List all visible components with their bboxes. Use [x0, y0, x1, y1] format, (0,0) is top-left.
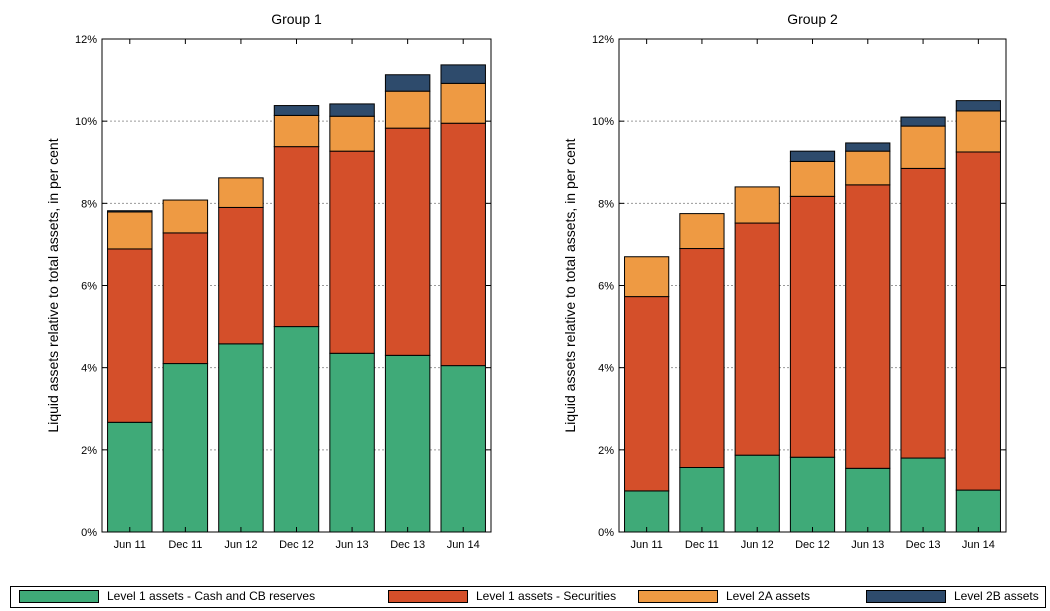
- bar-level2a-3: [218, 177, 264, 208]
- bar-level2a-1: [624, 256, 670, 298]
- y-tick-label: 8%: [81, 198, 97, 210]
- bar-level2b-6: [384, 74, 431, 92]
- y-tick-label: 4%: [81, 363, 97, 375]
- bar-cash_cb-3: [734, 454, 780, 533]
- x-tick-label: Jun 14: [962, 539, 995, 551]
- chart-title: Group 1: [271, 11, 322, 27]
- x-tick-label: Dec 11: [168, 539, 202, 551]
- bar-securities-6: [900, 167, 946, 459]
- bar-level2b-4: [789, 150, 836, 162]
- bar-level2a-2: [679, 213, 725, 250]
- y-tick-label: 8%: [598, 198, 614, 210]
- bar-cash_cb-5: [845, 467, 891, 533]
- charts-area: Group 1 Liquid assets relative to total a…: [45, 11, 1007, 551]
- y-tick-label: 10%: [75, 116, 97, 128]
- bar-level2a-4: [789, 160, 836, 197]
- bar-level2a-1: [107, 211, 153, 250]
- y-axis-label: Liquid assets relative to total assets, …: [45, 138, 61, 432]
- x-tick-label: Dec 12: [279, 539, 314, 551]
- bar-securities-5: [329, 150, 375, 354]
- x-tick-label: Dec 13: [390, 539, 425, 551]
- y-tick-label: 12%: [592, 34, 614, 46]
- chart-group-1: Group 1 Liquid assets relative to total a…: [45, 11, 492, 551]
- bar-securities-6: [384, 127, 431, 356]
- bar-level2a-6: [900, 125, 946, 169]
- y-tick-label: 2%: [81, 445, 97, 457]
- x-tick-label: Dec 12: [795, 539, 830, 551]
- x-tick-label: Jun 13: [336, 539, 369, 551]
- bar-level2a-2: [162, 199, 209, 234]
- bar-securities-4: [789, 195, 836, 458]
- bar-cash_cb-1: [107, 421, 153, 533]
- x-tick-label: Jun 14: [447, 539, 480, 551]
- legend-label-cash-cb: Level 1 assets - Cash and CB reserves: [107, 589, 316, 603]
- x-tick-label: Jun 11: [114, 539, 146, 551]
- bar-level2a-7: [955, 110, 1001, 153]
- plot-frame: [618, 38, 1007, 533]
- bar-securities-4: [273, 146, 320, 328]
- chart-group-2: Group 2 Liquid assets relative to total a…: [562, 11, 1007, 551]
- bar-level2a-4: [273, 114, 320, 148]
- y-tick-label: 10%: [592, 116, 614, 128]
- bar-level2a-5: [845, 150, 891, 186]
- bar-level2a-6: [384, 90, 431, 129]
- bar-level2b-6: [900, 116, 946, 127]
- bar-level2b-7: [440, 64, 486, 84]
- bar-cash_cb-2: [679, 466, 725, 533]
- bar-level2b-1: [107, 210, 153, 213]
- bar-cash_cb-3: [218, 343, 264, 533]
- bar-level2a-5: [329, 115, 375, 152]
- bar-cash_cb-5: [329, 352, 375, 533]
- bar-cash_cb-6: [900, 457, 946, 533]
- y-axis-label: Liquid assets relative to total assets, …: [562, 138, 578, 432]
- bar-cash_cb-4: [789, 456, 836, 533]
- bar-securities-1: [624, 296, 670, 492]
- bar-level2b-5: [845, 142, 891, 152]
- x-tick-label: Dec 13: [906, 539, 941, 551]
- y-tick-label: 0%: [81, 527, 97, 539]
- legend-label-securities: Level 1 assets - Securities: [476, 589, 617, 603]
- y-tick-label: 12%: [75, 34, 97, 46]
- bar-level2a-3: [734, 186, 780, 224]
- y-tick-label: 0%: [598, 527, 614, 539]
- legend-swatch-securities: [388, 590, 468, 603]
- bar-securities-3: [734, 222, 780, 456]
- bar-level2b-7: [955, 100, 1001, 112]
- chart-title: Group 2: [787, 11, 838, 27]
- bar-cash_cb-6: [384, 354, 431, 533]
- legend-label-level2b: Level 2B assets: [954, 589, 1039, 603]
- bar-securities-7: [440, 122, 486, 367]
- bar-level2a-7: [440, 82, 486, 124]
- bar-securities-7: [955, 151, 1001, 491]
- bar-cash_cb-1: [624, 490, 670, 533]
- y-tick-label: 6%: [598, 281, 614, 293]
- legend-swatch-cash-cb: [19, 590, 99, 603]
- y-tick-label: 6%: [81, 281, 97, 293]
- legend-swatch-level2b: [866, 590, 946, 603]
- x-tick-label: Jun 13: [851, 539, 884, 551]
- y-tick-label: 4%: [598, 363, 614, 375]
- bar-cash_cb-7: [955, 489, 1001, 533]
- y-tick-label: 2%: [598, 445, 614, 457]
- x-tick-label: Jun 12: [741, 539, 774, 551]
- bar-securities-3: [218, 206, 264, 345]
- bar-level2b-5: [329, 103, 375, 117]
- bar-cash_cb-4: [273, 326, 320, 533]
- bar-level2b-4: [273, 105, 320, 116]
- legend-label-level2a: Level 2A assets: [726, 589, 811, 603]
- bar-securities-1: [107, 248, 153, 423]
- bar-cash_cb-7: [440, 365, 486, 533]
- plot-frame: [101, 38, 492, 533]
- bar-securities-2: [679, 248, 725, 468]
- bar-cash_cb-2: [162, 363, 209, 533]
- x-tick-label: Jun 12: [224, 539, 257, 551]
- legend-swatch-level2a: [638, 590, 718, 603]
- x-tick-label: Dec 11: [685, 539, 719, 551]
- x-tick-label: Jun 11: [631, 539, 663, 551]
- bar-securities-5: [845, 184, 891, 469]
- legend: Level 1 assets - Cash and CB reserves Le…: [10, 586, 1046, 608]
- bar-securities-2: [162, 232, 209, 365]
